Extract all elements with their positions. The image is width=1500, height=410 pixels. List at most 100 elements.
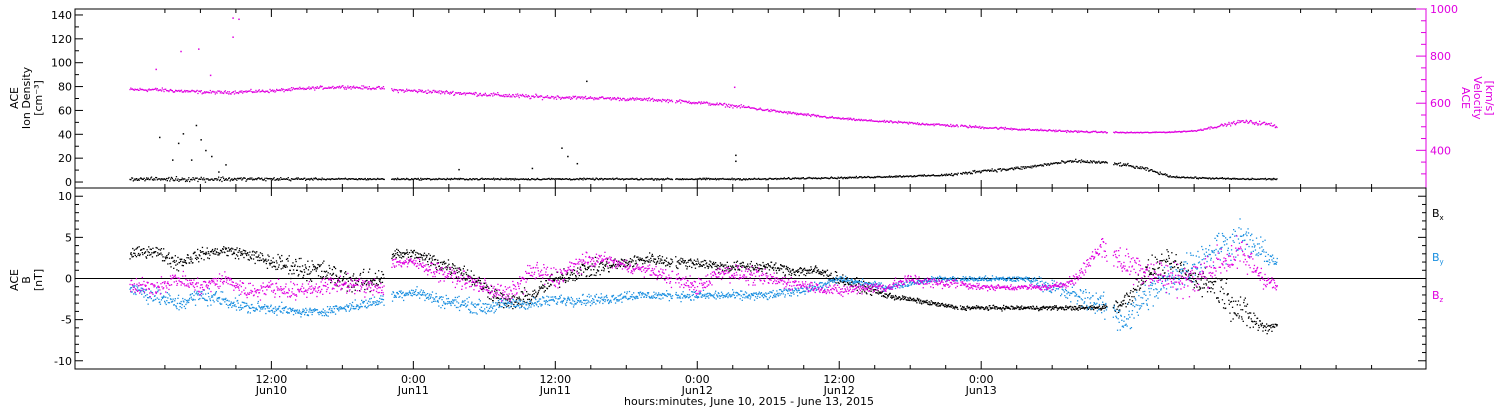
b-series-x-point <box>298 273 300 276</box>
b-series-x-point <box>1099 307 1102 310</box>
density-series-point <box>1257 178 1259 180</box>
b-series-x-point <box>1221 299 1224 301</box>
velocity-series-point <box>226 92 228 94</box>
density-series-point <box>656 178 659 180</box>
b-series-x-point <box>189 258 191 260</box>
b-series-x-point <box>336 285 338 287</box>
density-series-point <box>472 178 474 180</box>
velocity-series-point <box>791 113 793 115</box>
density-series-point <box>776 178 778 181</box>
density-series-point <box>869 177 871 179</box>
density-series-point <box>750 178 752 180</box>
velocity-series-point <box>229 93 231 95</box>
density-series-point <box>647 178 649 180</box>
velocity-series-point <box>1126 131 1128 133</box>
b-series-x-point <box>765 264 767 266</box>
density-series-point <box>964 172 966 175</box>
b-series-x-point <box>936 305 938 307</box>
b-series-x-point <box>473 274 475 276</box>
velocity-series-point <box>445 90 448 92</box>
b-series-x-point <box>1244 305 1246 307</box>
density-series-point <box>1256 178 1258 180</box>
density-series-point <box>632 178 635 180</box>
b-series-x-point <box>323 260 325 262</box>
velocity-series-point <box>489 95 491 97</box>
b-series-x-point <box>1004 307 1006 309</box>
density-series-point <box>424 178 426 180</box>
density-series-point <box>483 178 486 180</box>
density-series-point <box>1013 167 1016 169</box>
velocity-series-point <box>685 100 687 102</box>
velocity-series-point <box>739 107 741 109</box>
velocity-series-point <box>519 94 521 96</box>
density-series-point <box>1034 164 1036 166</box>
b-series-x-point <box>606 258 609 260</box>
density-series-point <box>1127 162 1129 165</box>
density-series-point <box>634 178 636 180</box>
b-series-x-point <box>395 257 397 259</box>
velocity-series-point <box>1250 120 1252 122</box>
density-series-point <box>1246 178 1248 180</box>
density-series-point <box>136 178 138 180</box>
b-series-x-point <box>1120 301 1122 303</box>
density-series-point <box>1013 169 1015 171</box>
velocity-series-point <box>320 86 322 88</box>
velocity-series-point <box>1146 131 1148 133</box>
b-series-x-point <box>934 302 937 304</box>
b-series-x-point <box>402 255 404 258</box>
b-series-x-point <box>1175 254 1177 256</box>
velocity-series-point <box>1228 121 1230 124</box>
b-series-x-point <box>1119 304 1121 306</box>
velocity-series-point <box>284 89 286 91</box>
density-series-point <box>153 178 155 180</box>
b-series-x-point <box>432 263 435 266</box>
velocity-series-point <box>1057 130 1059 132</box>
density-series-point <box>773 178 775 180</box>
velocity-series-point <box>1015 128 1017 130</box>
velocity-series-point <box>1175 131 1177 133</box>
density-series-point <box>970 172 973 174</box>
b-series-x-point <box>329 267 331 269</box>
b-series-x-point <box>1177 267 1179 269</box>
density-series-point <box>923 174 925 176</box>
velocity-series-point <box>896 121 898 124</box>
velocity-series-point <box>564 96 566 99</box>
b-series-x-point <box>369 291 371 293</box>
density-series-point <box>640 177 642 180</box>
density-series-point <box>952 175 954 177</box>
velocity-series-point <box>1171 131 1173 133</box>
density-series-point <box>762 178 765 180</box>
density-series-point <box>1224 177 1226 180</box>
density-series-point <box>570 178 573 181</box>
b-series-x-point <box>1040 308 1042 310</box>
velocity-series-point <box>1263 121 1265 124</box>
velocity-series-point <box>1191 130 1194 132</box>
density-series-point <box>225 178 227 180</box>
b-series-x-point <box>894 294 897 297</box>
density-series-point <box>396 177 399 179</box>
b-series-x-point <box>762 265 765 267</box>
b-series-x-point <box>915 299 917 301</box>
b-series-x-point <box>573 269 576 272</box>
b-series-x-point <box>959 305 962 307</box>
b-series-x-point <box>534 289 536 291</box>
density-series-point <box>524 178 526 180</box>
b-series-x-point <box>269 264 271 266</box>
velocity-series-point <box>576 97 578 99</box>
density-series-point <box>1266 178 1268 180</box>
velocity-series-point <box>588 97 590 99</box>
density-series-point <box>654 178 656 180</box>
density-series-point <box>944 173 946 176</box>
b-series-x-point <box>1164 260 1167 262</box>
b-series-x-point <box>141 249 143 251</box>
density-series-point <box>1090 160 1092 162</box>
density-series-point <box>902 176 904 178</box>
b-series-x-point <box>999 308 1001 310</box>
b-series-x-point <box>447 259 450 261</box>
velocity-series-point <box>300 88 302 90</box>
density-series-point <box>276 178 279 180</box>
velocity-series-point <box>246 91 248 93</box>
velocity-series-point <box>394 89 396 91</box>
velocity-series-point <box>1007 128 1009 130</box>
density-series-point <box>567 178 569 180</box>
